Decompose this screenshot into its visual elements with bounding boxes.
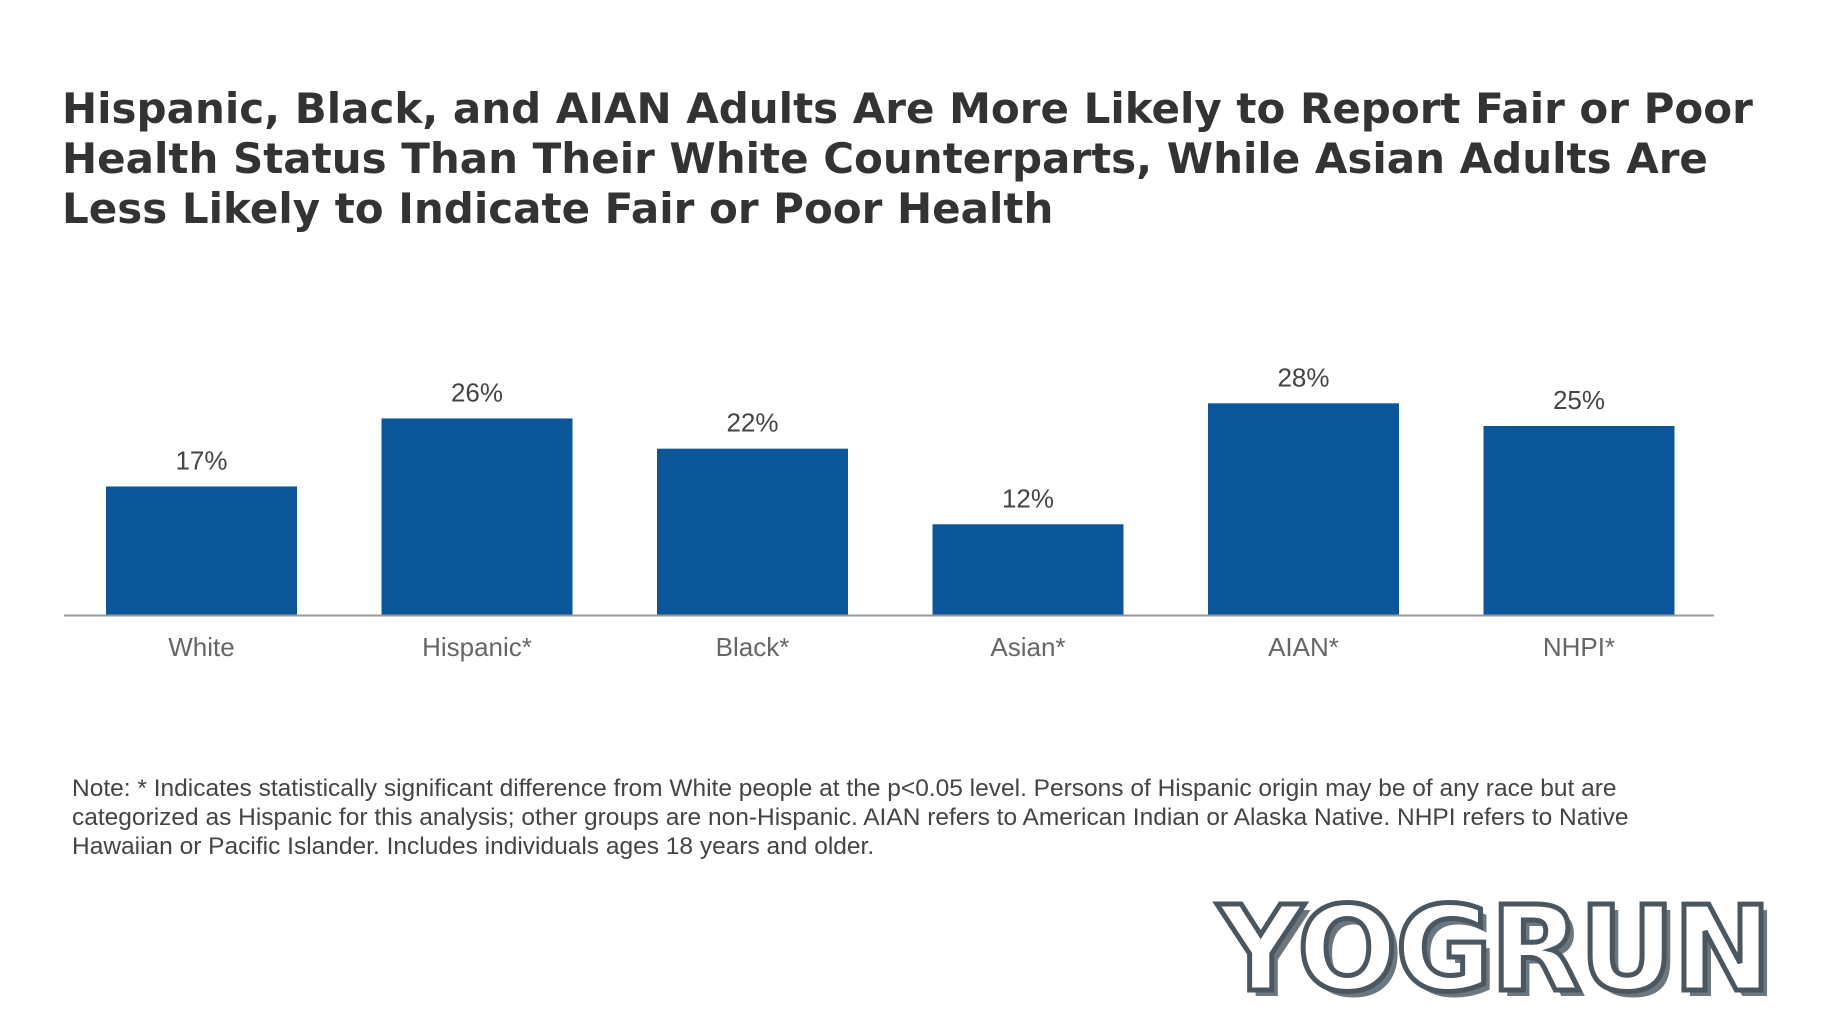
category-label: Asian* — [990, 632, 1065, 662]
category-label: NHPI* — [1543, 632, 1615, 662]
bar — [657, 448, 848, 615]
data-label: 17% — [175, 445, 227, 475]
bar — [381, 418, 573, 615]
data-label: 28% — [1277, 362, 1329, 392]
watermark-logo: YOGRUN — [1216, 878, 1775, 1021]
category-label: Hispanic* — [422, 632, 532, 662]
category-label: Black* — [716, 632, 790, 662]
data-label: 22% — [726, 408, 778, 438]
bar — [106, 486, 297, 615]
bar — [1208, 403, 1399, 615]
chart-title: Hispanic, Black, and AIAN Adults Are Mor… — [62, 84, 1753, 233]
category-label: AIAN* — [1268, 632, 1339, 662]
category-label: White — [168, 632, 234, 662]
bar-chart: 17% White 26% Hispanic* 22% Black* 12% Asian* 28… — [64, 362, 1714, 662]
bar — [1483, 426, 1675, 615]
data-label: 26% — [451, 377, 503, 407]
data-label: 25% — [1553, 385, 1605, 415]
bar — [932, 524, 1124, 615]
data-label: 12% — [1002, 483, 1054, 513]
chart-note: Note: * Indicates statistically signific… — [72, 775, 1629, 860]
